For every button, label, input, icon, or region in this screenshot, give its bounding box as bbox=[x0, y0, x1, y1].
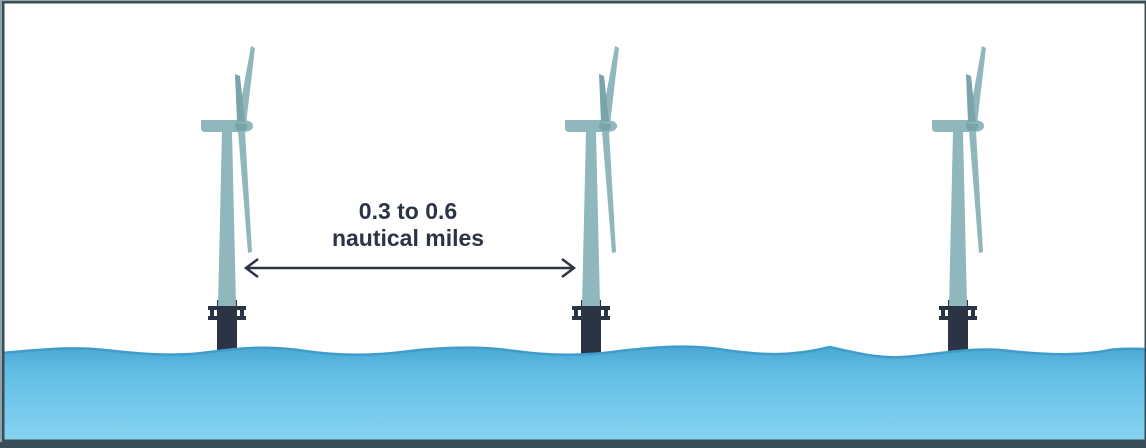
wind-turbine-2 bbox=[565, 46, 619, 360]
spacing-arrow bbox=[243, 258, 577, 278]
spacing-label-line-1: 0.3 to 0.6 bbox=[358, 198, 458, 224]
ocean-water bbox=[0, 346, 1146, 448]
spacing-label: 0.3 to 0.6 nautical miles bbox=[258, 198, 558, 252]
wind-turbine-3 bbox=[932, 46, 986, 360]
spacing-label-line-2: nautical miles bbox=[331, 225, 485, 251]
wind-turbine-1 bbox=[201, 46, 255, 360]
